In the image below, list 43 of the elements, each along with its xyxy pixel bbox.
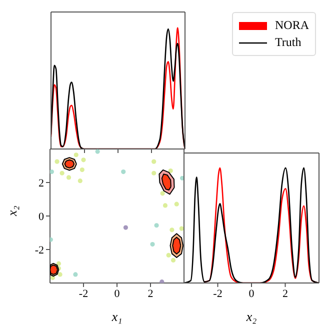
point bbox=[168, 168, 173, 174]
point bbox=[74, 152, 78, 158]
x-axis-title: x₁ bbox=[110, 309, 122, 324]
point bbox=[54, 159, 60, 164]
point bbox=[123, 225, 128, 230]
x-axis-title: x₂ bbox=[245, 309, 258, 324]
point bbox=[152, 170, 156, 176]
x-tick-label: 2 bbox=[282, 288, 288, 300]
x-tick-label: -2 bbox=[78, 288, 88, 300]
point bbox=[95, 149, 100, 154]
point bbox=[150, 242, 155, 247]
point bbox=[179, 226, 184, 231]
y-axis-title: x₂ bbox=[4, 205, 20, 217]
point bbox=[50, 169, 54, 174]
point bbox=[60, 170, 64, 176]
point bbox=[170, 258, 176, 263]
legend-label: Truth bbox=[275, 35, 302, 50]
y-tick-label: -2 bbox=[34, 244, 44, 256]
point bbox=[58, 272, 62, 277]
point bbox=[81, 158, 86, 162]
point bbox=[162, 203, 168, 208]
point bbox=[170, 228, 174, 232]
x-tick-label: -2 bbox=[213, 288, 222, 300]
point bbox=[154, 223, 159, 228]
point bbox=[80, 167, 84, 172]
point bbox=[66, 175, 72, 180]
x-tick-label: 0 bbox=[114, 288, 120, 300]
point bbox=[160, 280, 164, 283]
x-tick-label: 0 bbox=[248, 288, 255, 300]
point bbox=[56, 261, 62, 266]
point bbox=[180, 176, 184, 180]
x-tick-label: 2 bbox=[148, 288, 154, 300]
y-tick-label: 2 bbox=[38, 177, 44, 190]
point bbox=[121, 169, 126, 174]
point bbox=[78, 178, 82, 184]
point bbox=[152, 159, 156, 164]
point bbox=[166, 252, 171, 258]
point bbox=[73, 272, 78, 277]
y-tick-label: 0 bbox=[38, 210, 44, 223]
legend-label: NORA bbox=[275, 18, 310, 33]
point bbox=[50, 276, 55, 280]
point bbox=[160, 191, 165, 196]
point bbox=[174, 202, 179, 206]
